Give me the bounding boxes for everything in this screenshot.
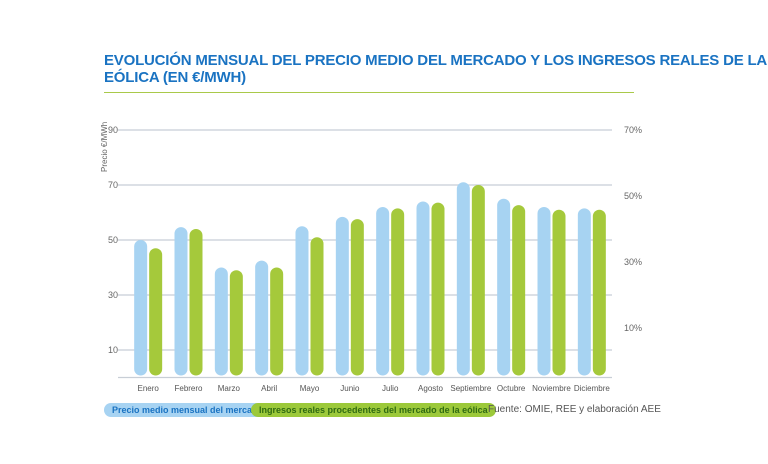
bar-market-price: [174, 227, 188, 376]
x-tick-label: Septiembre: [450, 384, 491, 393]
y-tick-label: 90: [108, 125, 118, 135]
y2-tick-label: 30%: [624, 257, 642, 267]
x-tick-label: Noviembre: [532, 384, 571, 393]
y-tick-label: 10: [108, 345, 118, 355]
bar-market-price: [497, 198, 511, 376]
bar-market-price: [295, 226, 309, 376]
bar-wind-revenue: [471, 185, 485, 376]
x-tick-label: Octubre: [497, 384, 526, 393]
bar-wind-revenue: [229, 270, 243, 376]
bar-wind-revenue: [270, 267, 284, 376]
x-tick-label: Abril: [261, 384, 277, 393]
bar-market-price: [456, 182, 470, 376]
x-tick-label: Junio: [340, 384, 360, 393]
title-divider: [104, 92, 634, 93]
y-tick-label: 30: [108, 290, 118, 300]
legend-market-price: Precio medio mensual del mercado: [104, 403, 272, 417]
x-tick-label: Marzo: [218, 384, 241, 393]
bar-wind-revenue: [391, 208, 405, 376]
bar-market-price: [537, 207, 551, 376]
bar-wind-revenue: [189, 229, 203, 376]
bar-wind-revenue: [431, 202, 445, 376]
y-axis-label: Precio €/MWh: [100, 122, 109, 172]
bar-market-price: [416, 201, 430, 376]
bar-wind-revenue: [552, 209, 566, 376]
bar-wind-revenue: [350, 219, 364, 376]
source-note: Fuente: OMIE, REE y elaboración AEE: [488, 404, 661, 415]
bar-market-price: [577, 208, 591, 376]
bar-market-price: [335, 216, 349, 376]
y-tick-label: 50: [108, 235, 118, 245]
bar-market-price: [255, 260, 269, 376]
bar-wind-revenue: [149, 248, 163, 376]
y-tick-label: 70: [108, 180, 118, 190]
y2-tick-label: 70%: [624, 125, 642, 135]
x-tick-label: Mayo: [300, 384, 320, 393]
bar-market-price: [214, 267, 228, 376]
bar-wind-revenue: [592, 209, 606, 376]
y2-tick-label: 10%: [624, 323, 642, 333]
y2-tick-label: 50%: [624, 191, 642, 201]
x-tick-label: Febrero: [174, 384, 203, 393]
x-tick-label: Julio: [382, 384, 399, 393]
x-tick-label: Enero: [137, 384, 159, 393]
x-tick-label: Agosto: [418, 384, 443, 393]
bar-wind-revenue: [512, 205, 526, 376]
legend-wind-revenue: Ingresos reales procedentes del mercado …: [251, 403, 496, 417]
x-tick-label: Diciembre: [574, 384, 611, 393]
bar-market-price: [134, 240, 148, 376]
bar-wind-revenue: [310, 237, 324, 376]
chart-title: EVOLUCIÓN MENSUAL DEL PRECIO MEDIO DEL M…: [104, 52, 767, 86]
bar-market-price: [376, 207, 390, 376]
